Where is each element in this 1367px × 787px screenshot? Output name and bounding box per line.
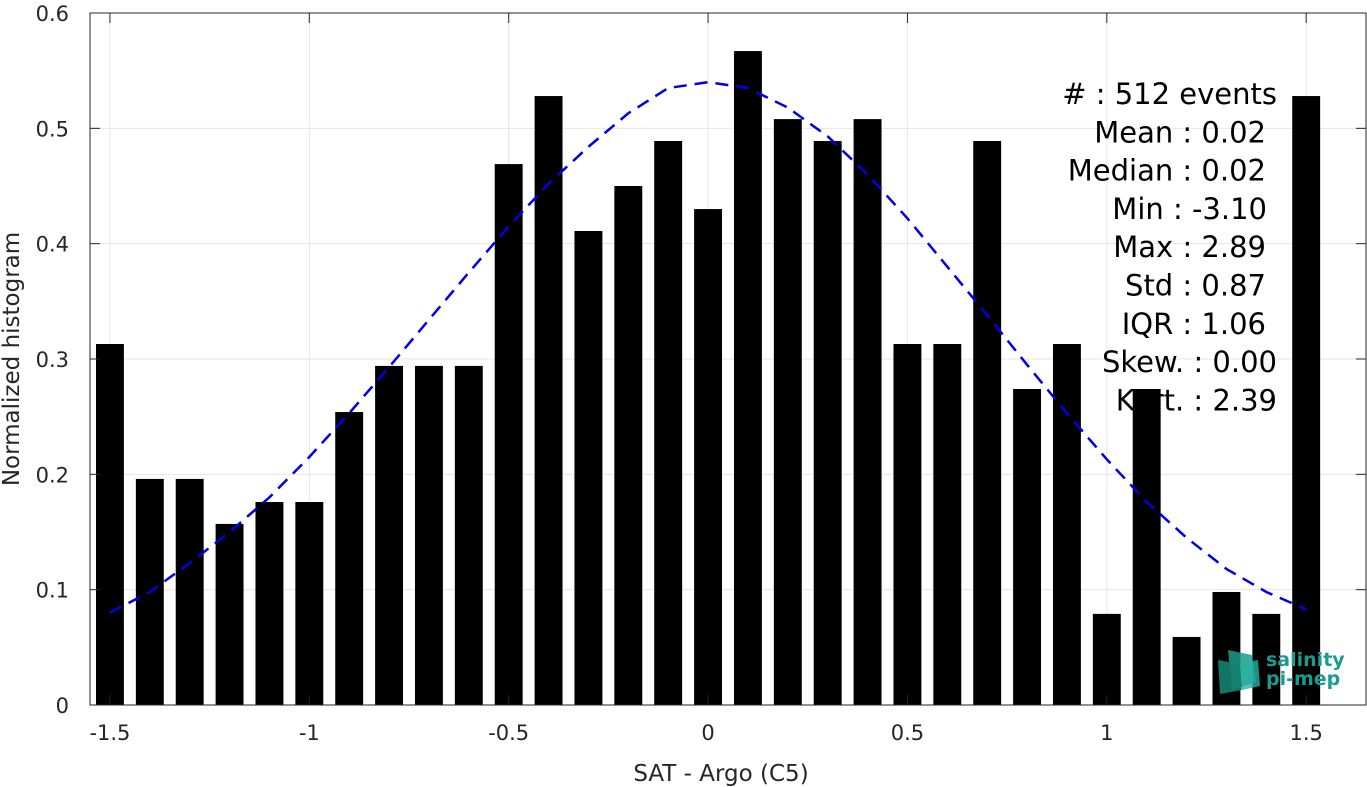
salinity-pimep-logo: salinity pi-mep (1218, 649, 1345, 694)
logo-line-1: salinity (1266, 649, 1345, 671)
x-tick-label: 1.5 (1289, 721, 1322, 745)
histogram-bar (534, 96, 563, 706)
x-tick-label: 0 (701, 721, 714, 745)
y-axis-ticks: 0 0.1 0.2 0.3 0.4 0.5 0.6 (36, 2, 1366, 718)
histogram-bar (454, 365, 483, 705)
histogram-bar (175, 478, 204, 705)
bar-series (95, 51, 1321, 706)
histogram-bar (694, 209, 723, 706)
histogram-bar (255, 502, 284, 705)
x-tick-label: -1 (299, 721, 320, 745)
x-tick-label: -1.5 (89, 721, 130, 745)
histogram-bar (1052, 344, 1081, 705)
logo-line-2: pi-mep (1266, 668, 1340, 690)
histogram-bar (375, 365, 404, 705)
stat-line: IQR : 1.06 (1122, 307, 1266, 341)
histogram-bar (773, 119, 802, 705)
logo-cube-icon (1218, 650, 1260, 694)
histogram-bar (893, 344, 922, 705)
histogram-bar (494, 164, 523, 705)
x-tick-label: 1 (1100, 721, 1113, 745)
histogram-bar (574, 230, 603, 706)
histogram-bar (1292, 96, 1321, 706)
histogram-bar (1013, 388, 1042, 705)
stat-line: Skew. : 0.00 (1102, 345, 1277, 379)
histogram-bar (614, 186, 643, 705)
histogram-bar (1092, 613, 1121, 705)
y-tick-label: 0.2 (36, 463, 69, 487)
histogram-bar (933, 344, 962, 705)
x-tick-label: 0.5 (891, 721, 924, 745)
stat-line: Std : 0.87 (1125, 269, 1266, 303)
y-axis-label: Normalized histogram (0, 232, 25, 486)
stat-line: Kurt. : 2.39 (1116, 383, 1277, 417)
stat-line: Min : -3.10 (1112, 192, 1267, 226)
y-tick-label: 0.5 (36, 117, 69, 141)
histogram-bar (654, 141, 683, 705)
histogram-bar (813, 141, 842, 705)
x-axis-ticks: -1.5 -1 -0.5 0 0.5 1 1.5 (89, 13, 1323, 745)
histogram-bar (1252, 613, 1281, 705)
stat-line: # : 512 events (1062, 77, 1277, 111)
y-tick-label: 0 (56, 694, 69, 718)
y-tick-label: 0.3 (36, 348, 69, 372)
histogram-bar (1132, 388, 1161, 705)
y-tick-label: 0.1 (36, 579, 69, 603)
histogram-bar (215, 523, 244, 705)
histogram-bar (853, 119, 882, 705)
histogram-bar (1172, 636, 1201, 705)
y-tick-label: 0.4 (36, 233, 69, 257)
statistics-box: # : 512 events Mean : 0.02 Median : 0.02 Mi… (1062, 77, 1277, 417)
histogram-bar (973, 141, 1002, 705)
stat-line: Max : 2.89 (1113, 230, 1266, 264)
histogram-bar (95, 344, 124, 705)
normal-fit-curve (109, 80, 1307, 614)
y-tick-label: 0.6 (36, 2, 69, 26)
stat-line: Median : 0.02 (1068, 154, 1266, 188)
histogram-bar (414, 365, 443, 705)
x-axis-label: SAT - Argo (C5) (633, 761, 808, 787)
histogram-bar (335, 412, 364, 705)
histogram-bar (295, 502, 324, 705)
histogram-bar (733, 51, 762, 706)
stat-line: Mean : 0.02 (1094, 115, 1266, 149)
x-tick-label: -0.5 (488, 721, 529, 745)
